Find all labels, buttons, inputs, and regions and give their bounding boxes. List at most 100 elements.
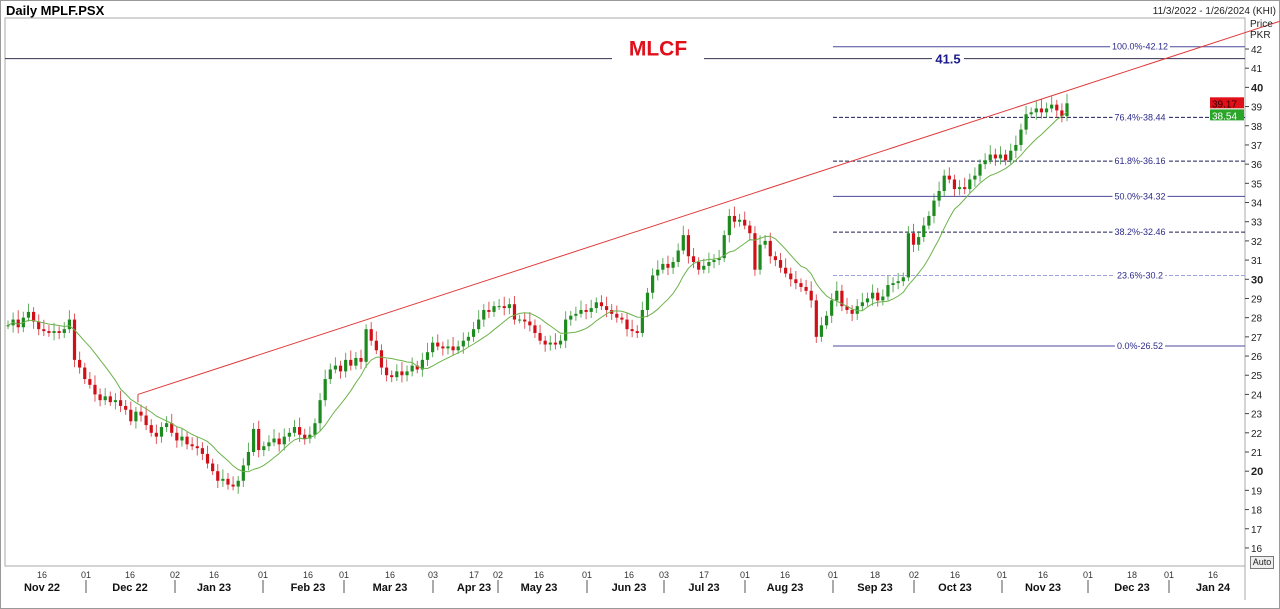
y-tick-label: 38 — [1251, 122, 1263, 133]
month-label: Dec 23 — [1114, 582, 1149, 594]
candle-body — [159, 427, 164, 437]
candle — [1029, 107, 1033, 119]
candle-body — [282, 436, 286, 445]
annotation-background — [612, 44, 704, 67]
candle — [763, 234, 767, 249]
plot-area — [4, 17, 1246, 567]
candle-body — [149, 425, 153, 433]
candle — [558, 334, 563, 349]
candle — [1039, 99, 1044, 119]
candle — [466, 332, 471, 347]
candle — [98, 388, 102, 407]
candle — [451, 337, 455, 356]
candle — [630, 319, 634, 338]
candle — [282, 428, 286, 451]
candle — [200, 442, 205, 461]
candle — [180, 428, 184, 447]
candle — [103, 388, 107, 406]
candle — [963, 177, 967, 195]
candle — [236, 475, 240, 494]
fib-level-label: 76.4%-38.44 — [1114, 112, 1165, 122]
candle-body — [83, 367, 87, 380]
candle — [477, 310, 481, 334]
x-tick-label: 16 — [534, 570, 544, 580]
candle-body — [758, 244, 762, 270]
candle — [31, 307, 36, 329]
candle-body — [471, 329, 476, 337]
candle-body — [784, 267, 788, 274]
candle — [67, 310, 71, 334]
candle-body — [134, 411, 138, 422]
candle — [870, 284, 875, 306]
candle-body — [349, 359, 353, 366]
candle — [942, 169, 946, 196]
x-tick-label: 01 — [81, 570, 91, 580]
candle — [635, 325, 639, 339]
candle — [656, 260, 660, 281]
month-label: Feb 23 — [291, 582, 326, 594]
candle-body — [415, 365, 419, 370]
candle-body — [717, 258, 721, 261]
candle-body — [482, 309, 486, 320]
candle — [338, 360, 343, 379]
candle-body — [113, 400, 118, 403]
candle-body — [845, 306, 849, 310]
auto-scale-button[interactable]: Auto — [1250, 556, 1274, 569]
candle-body — [691, 256, 696, 263]
candle — [175, 426, 179, 448]
candle — [502, 296, 506, 316]
candle — [487, 301, 491, 319]
candle — [78, 351, 82, 374]
candle — [1055, 99, 1059, 118]
candle-body — [47, 331, 51, 334]
candle — [881, 289, 885, 306]
candle-body — [384, 367, 389, 376]
candle-body — [1050, 104, 1054, 109]
fib-label-background — [1114, 270, 1166, 281]
candle-body — [681, 235, 685, 251]
candle — [1024, 105, 1028, 135]
last-price-badge — [1210, 109, 1244, 121]
candle-body — [507, 304, 511, 309]
candle-body — [610, 309, 614, 314]
y-tick-label: 16 — [1251, 544, 1263, 555]
candle-body — [88, 379, 92, 385]
candle — [517, 314, 522, 324]
candle-body — [564, 319, 568, 341]
y-tick-label: 33 — [1251, 218, 1263, 229]
candle-body — [773, 256, 777, 261]
candle-body — [656, 269, 660, 276]
candle-body — [957, 187, 962, 190]
candle-body — [517, 319, 522, 321]
candle — [211, 458, 215, 476]
fib-label-background — [1112, 227, 1168, 238]
candle-body — [625, 319, 629, 330]
candle-body — [333, 365, 338, 370]
candle — [917, 231, 921, 251]
candle-body — [666, 263, 670, 268]
candle — [124, 399, 128, 415]
candle — [952, 174, 957, 197]
candle — [640, 301, 644, 337]
candle — [610, 304, 614, 320]
candle — [1009, 143, 1013, 165]
candle-body — [1044, 108, 1049, 113]
candle — [533, 319, 537, 339]
candle — [144, 406, 148, 431]
x-tick-label: 16 — [37, 570, 47, 580]
y-tick-label: 19 — [1251, 486, 1263, 497]
candle — [328, 363, 332, 385]
candle — [221, 469, 225, 487]
candle — [1044, 102, 1049, 118]
x-tick-label: 17 — [469, 570, 479, 580]
candle — [262, 441, 266, 457]
candle — [154, 424, 158, 444]
y-tick-label: 42 — [1251, 45, 1263, 56]
candle-body — [103, 396, 107, 401]
candle-body — [824, 315, 829, 326]
candle — [574, 306, 578, 321]
candle — [911, 223, 916, 253]
candle-body — [594, 302, 598, 309]
candle-body — [226, 478, 230, 485]
